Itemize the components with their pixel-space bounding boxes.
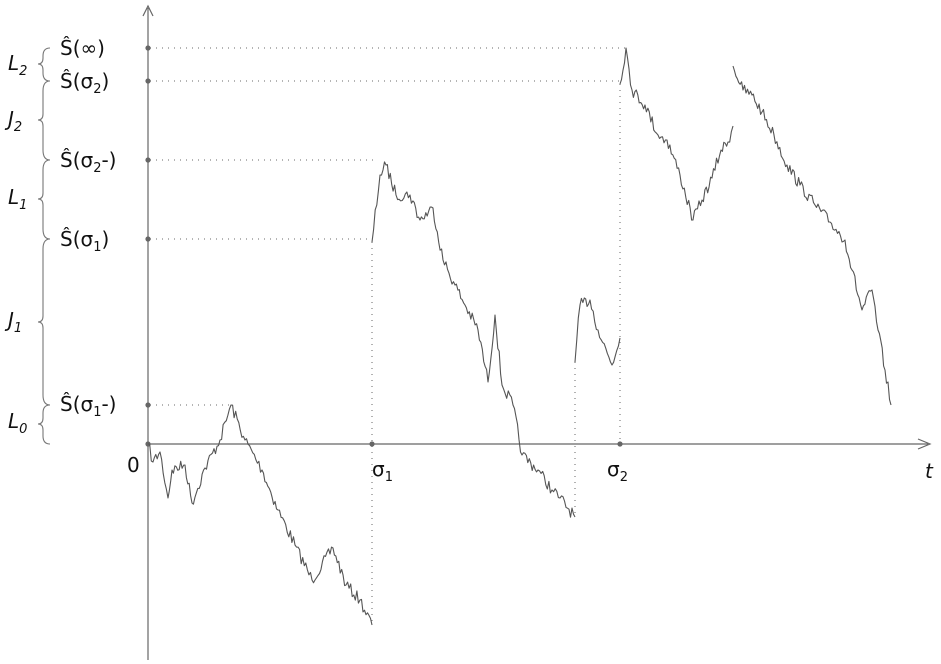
brace-label-j2: J2 <box>4 107 22 135</box>
origin-label: 0 <box>127 453 140 477</box>
marker-dot-s-inf <box>145 45 151 51</box>
marker-dot-s-sigma2-minus <box>145 157 151 163</box>
marker-label-s-sigma1: Ŝ(σ1) <box>60 227 109 255</box>
walk-segment-4 <box>619 47 734 221</box>
x-axis-arrow <box>917 438 932 450</box>
sigma2-dot <box>617 441 623 447</box>
x-tick-sigma2: σ2 <box>607 457 628 485</box>
walk-segment-3 <box>574 297 621 366</box>
walk-segment-2 <box>371 161 576 518</box>
brace-l0 <box>37 404 51 445</box>
marker-dot-s-sigma2 <box>145 78 151 84</box>
walk-segment-5 <box>732 65 892 406</box>
brace-j1 <box>37 238 51 406</box>
x-axis-label: t <box>925 459 934 483</box>
marker-dot-s-sigma1 <box>145 236 151 242</box>
marker-label-s-sigma1-minus: Ŝ(σ1-) <box>60 392 117 420</box>
brace-group <box>37 47 51 445</box>
brace-l2 <box>37 47 51 82</box>
sigma1-dot <box>369 441 375 447</box>
brace-label-l0: L0 <box>8 409 27 437</box>
marker-label-s-inf: Ŝ(∞) <box>60 36 105 60</box>
random-walk-path <box>148 47 892 626</box>
marker-label-s-sigma2: Ŝ(σ2) <box>60 69 109 97</box>
y-axis-arrow <box>142 4 154 17</box>
x-tick-sigma1: σ1 <box>372 457 393 485</box>
brace-j2 <box>37 80 51 161</box>
brace-l1 <box>37 159 51 240</box>
walk-segment-1 <box>148 404 373 626</box>
guide-lines <box>150 47 626 622</box>
marker-label-s-sigma2-minus: Ŝ(σ2-) <box>60 148 117 176</box>
brace-label-l2: L2 <box>8 51 27 79</box>
marker-dot-s-sigma1-minus <box>145 402 151 408</box>
brace-label-j1: J1 <box>4 308 22 336</box>
brace-label-l1: L1 <box>8 185 27 213</box>
